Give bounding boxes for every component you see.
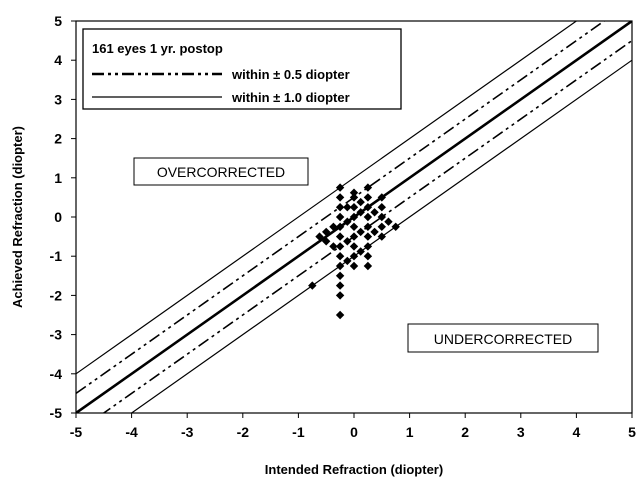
- data-point: [349, 212, 359, 222]
- data-point: [335, 183, 345, 192]
- data-point: [384, 217, 393, 226]
- undercorrected-annotation: UNDERCORRECTED: [407, 323, 599, 353]
- data-point: [335, 193, 345, 202]
- overcorrected-box: [133, 157, 309, 186]
- data-point: [363, 261, 373, 271]
- data-point: [363, 183, 373, 192]
- data-point: [349, 222, 359, 231]
- x-tick-label: 3: [517, 424, 525, 440]
- x-tick-label: 0: [350, 424, 358, 440]
- data-point: [343, 256, 352, 266]
- data-point: [335, 232, 345, 241]
- data-point: [335, 281, 345, 290]
- data-point: [356, 197, 365, 207]
- y-axis-ticks: 5 4 3 2 1 0 -1 -2 -3 -4 -5: [50, 13, 76, 421]
- data-point: [377, 203, 386, 212]
- data-point: [363, 193, 373, 202]
- overcorrected-label: OVERCORRECTED: [157, 164, 285, 180]
- data-point: [356, 247, 365, 256]
- legend-title: 161 eyes 1 yr. postop: [92, 41, 223, 56]
- data-point: [349, 232, 359, 241]
- y-tick-label: 1: [54, 170, 62, 186]
- y-tick-label: -1: [50, 248, 63, 264]
- data-point: [363, 222, 373, 231]
- data-point: [377, 222, 386, 231]
- data-point: [363, 242, 373, 251]
- undercorrected-label: UNDERCORRECTED: [434, 331, 572, 347]
- data-point: [335, 222, 345, 231]
- data-point: [329, 222, 338, 231]
- undercorrected-box: [407, 323, 599, 353]
- data-point: [335, 252, 345, 261]
- data-points: [308, 183, 400, 320]
- data-point: [363, 232, 373, 241]
- data-point: [377, 193, 386, 202]
- reference-line-3: [76, 21, 578, 375]
- y-tick-label: -4: [50, 366, 63, 382]
- y-tick-label: 3: [54, 91, 62, 107]
- data-point: [343, 217, 352, 226]
- x-tick-label: -2: [237, 424, 250, 440]
- data-point: [343, 237, 352, 246]
- data-point: [322, 227, 331, 237]
- data-point: [349, 261, 359, 271]
- x-axis-title: Intended Refraction (diopter): [265, 462, 443, 477]
- data-point: [308, 281, 317, 290]
- data-point: [356, 208, 365, 217]
- x-tick-label: 1: [406, 424, 414, 440]
- data-point: [349, 193, 359, 202]
- data-point: [391, 222, 400, 231]
- y-axis-title: Achieved Refraction (diopter): [10, 126, 25, 308]
- x-axis-ticks: -5 -4 -3 -2 -1 0 1 2 3 4 5: [70, 413, 636, 440]
- y-tick-label: -3: [50, 327, 63, 343]
- x-tick-label: 5: [628, 424, 636, 440]
- x-tick-label: 2: [461, 424, 469, 440]
- data-point: [363, 203, 373, 212]
- y-tick-label: -2: [50, 287, 63, 303]
- data-point: [335, 291, 345, 300]
- data-point: [349, 252, 359, 261]
- x-tick-label: -4: [125, 424, 138, 440]
- y-tick-label: 5: [54, 13, 62, 29]
- data-point: [356, 227, 365, 237]
- data-point: [377, 212, 386, 222]
- y-tick-label: 2: [54, 131, 62, 147]
- data-point: [349, 203, 359, 212]
- data-point: [335, 310, 345, 320]
- data-point: [343, 203, 352, 212]
- data-point: [349, 188, 359, 197]
- data-point: [377, 232, 386, 241]
- data-point: [335, 212, 345, 222]
- data-point: [370, 208, 379, 217]
- y-tick-label: 4: [54, 52, 62, 68]
- x-tick-label: -3: [181, 424, 194, 440]
- data-point: [315, 232, 324, 241]
- x-tick-label: -1: [292, 424, 305, 440]
- data-point: [322, 237, 331, 246]
- overcorrected-annotation: OVERCORRECTED: [133, 157, 309, 186]
- y-tick-label: 0: [54, 209, 62, 225]
- data-point: [335, 203, 345, 212]
- data-point: [349, 242, 359, 251]
- data-point: [335, 261, 345, 271]
- y-tick-label: -5: [50, 405, 63, 421]
- legend-box: [82, 28, 402, 110]
- data-point: [363, 252, 373, 261]
- legend-label-one-diopter: within ± 1.0 diopter: [231, 90, 350, 105]
- data-point: [329, 242, 338, 251]
- x-tick-label: 4: [573, 424, 581, 440]
- data-point: [335, 242, 345, 251]
- legend-label-half-diopter: within ± 0.5 diopter: [231, 67, 350, 82]
- x-tick-label: -5: [70, 424, 83, 440]
- data-point: [363, 212, 373, 222]
- data-point: [335, 271, 345, 280]
- legend: 161 eyes 1 yr. postop within ± 0.5 diopt…: [82, 28, 402, 110]
- data-point: [370, 227, 379, 237]
